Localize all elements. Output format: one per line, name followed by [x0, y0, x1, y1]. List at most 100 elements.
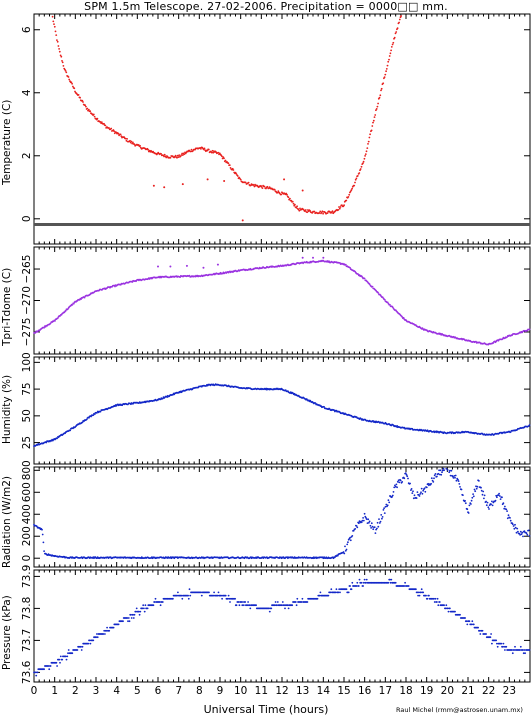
data-point — [466, 623, 469, 626]
data-point — [355, 585, 358, 587]
data-point — [438, 473, 441, 476]
data-point — [216, 594, 219, 597]
data-point — [289, 197, 291, 200]
data-point — [397, 479, 400, 482]
data-point — [92, 113, 95, 116]
outlier-point — [301, 256, 304, 259]
data-point — [498, 495, 501, 497]
x-tick-label: 12 — [275, 685, 288, 697]
data-point — [370, 129, 373, 132]
data-point — [390, 578, 393, 581]
data-point — [327, 594, 330, 597]
data-point — [146, 607, 149, 610]
data-point — [417, 594, 419, 597]
data-point — [345, 548, 348, 551]
data-point — [445, 467, 448, 470]
data-point — [362, 585, 364, 587]
data-point — [190, 148, 193, 151]
data-point — [127, 620, 129, 623]
data-point — [217, 151, 220, 154]
data-point — [526, 533, 529, 536]
data-point — [357, 585, 360, 587]
data-point — [464, 617, 466, 619]
data-point — [388, 501, 391, 504]
figure-title: SPM 1.5m Telescope. 27-02-2006. Precipit… — [84, 0, 448, 13]
data-point — [55, 661, 58, 664]
data-point — [177, 156, 180, 159]
data-point — [128, 620, 131, 623]
data-point — [498, 492, 500, 495]
data-point — [368, 520, 371, 523]
data-point — [358, 578, 361, 581]
data-point — [382, 82, 385, 85]
data-point — [490, 503, 492, 506]
data-point — [160, 153, 163, 155]
data-point — [58, 50, 61, 53]
data-point — [433, 474, 436, 477]
data-point — [503, 507, 506, 510]
data-point — [377, 102, 379, 105]
data-point — [396, 486, 398, 489]
data-point — [438, 469, 440, 472]
data-point — [338, 588, 341, 591]
data-point — [76, 649, 79, 651]
data-point — [122, 620, 124, 623]
data-point — [512, 525, 515, 527]
data-point — [62, 65, 65, 67]
panel-1-ylabel: Temperature (C) — [1, 99, 13, 185]
data-point — [180, 594, 183, 597]
data-point — [528, 535, 531, 537]
data-point — [410, 488, 413, 490]
data-point — [506, 510, 508, 512]
x-tick-label: 0 — [31, 685, 38, 697]
data-point — [144, 604, 147, 607]
data-point — [396, 27, 399, 30]
data-point — [490, 633, 492, 635]
data-point — [426, 597, 429, 600]
data-point — [41, 528, 43, 531]
data-point — [457, 480, 460, 482]
data-point — [42, 541, 45, 544]
data-point — [364, 155, 366, 157]
data-point — [462, 494, 464, 496]
data-point — [403, 585, 406, 587]
data-point — [306, 211, 309, 214]
x-tick-label: 4 — [113, 685, 120, 697]
data-point — [420, 588, 423, 591]
data-point — [509, 517, 511, 519]
data-point — [360, 165, 363, 168]
data-point — [200, 591, 203, 594]
data-point — [34, 332, 37, 334]
outlier-point — [301, 189, 304, 192]
data-point — [169, 156, 172, 159]
data-point — [515, 531, 518, 534]
data-point — [163, 155, 165, 158]
data-point — [252, 184, 255, 187]
data-point — [331, 210, 334, 213]
data-point — [407, 585, 410, 587]
data-point — [227, 594, 230, 597]
data-point — [367, 140, 370, 143]
data-point — [475, 487, 478, 490]
data-point — [514, 523, 516, 526]
data-point — [441, 469, 444, 472]
data-point — [489, 636, 492, 639]
data-point — [87, 642, 90, 645]
data-point — [470, 499, 473, 502]
data-point — [402, 316, 405, 319]
data-point — [425, 486, 428, 489]
data-point — [67, 649, 70, 651]
x-tick-label: 10 — [234, 685, 247, 697]
data-point — [268, 610, 271, 613]
data-point — [95, 636, 98, 639]
data-point — [300, 601, 303, 603]
panel-tpri: −275 −270 −265 — [21, 246, 531, 355]
data-point — [485, 500, 487, 503]
data-point — [228, 597, 231, 600]
data-point — [485, 633, 487, 635]
data-point — [387, 60, 390, 63]
data-point — [393, 486, 396, 489]
panel-humidity-points — [33, 383, 531, 447]
data-point — [379, 94, 382, 97]
data-point — [354, 178, 357, 181]
